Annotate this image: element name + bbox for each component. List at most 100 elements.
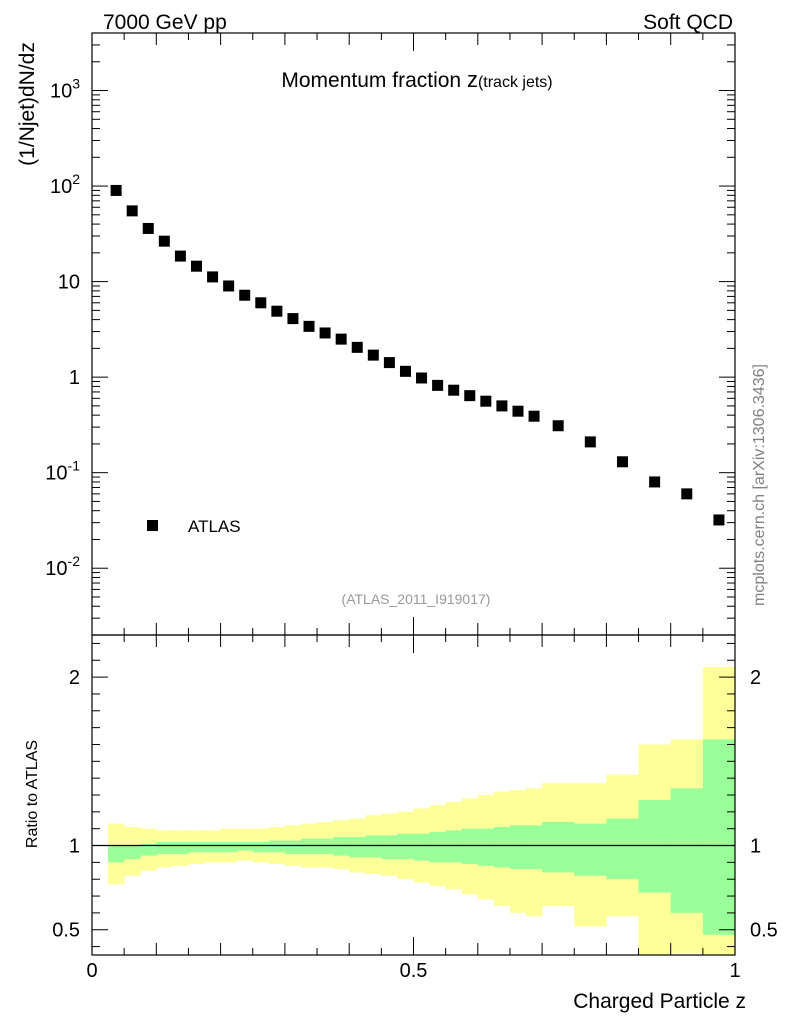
main-y-tick-label: 1 [69, 367, 80, 389]
data-point [142, 222, 154, 234]
stat-uncertainty-band [445, 830, 463, 863]
data-point [416, 372, 428, 384]
plot-title-text: Momentum fraction [281, 69, 461, 92]
data-point [207, 271, 219, 283]
data-point [399, 365, 411, 377]
stat-uncertainty-band [349, 837, 366, 858]
data-point [126, 205, 138, 217]
data-point [616, 456, 628, 468]
data-point [713, 514, 725, 526]
data-point [367, 349, 379, 361]
x-tick-label: 0.5 [400, 960, 428, 982]
ratio-bands [92, 667, 736, 955]
stat-uncertainty-band [638, 800, 672, 893]
stat-uncertainty-band [526, 825, 543, 870]
main-plot-frame [91, 32, 736, 636]
plot-title-sub: (track jets) [478, 74, 553, 91]
stat-uncertainty-band [300, 838, 318, 854]
stat-uncertainty-band [172, 842, 189, 854]
stat-uncertainty-band [284, 840, 302, 854]
data-points [110, 184, 725, 526]
data-point [448, 384, 460, 396]
ratio-plot-frame [91, 634, 736, 956]
main-y-tick-label: 10 [58, 272, 80, 294]
main-axis-ticks: 10-2 10-1 1 10 102 103 [45, 32, 736, 636]
main-y-tick-label: 10-2 [45, 553, 80, 580]
data-point [496, 400, 508, 412]
stat-uncertainty-band [108, 845, 125, 863]
ratio-axis-ticks: 0.5 0.5 1 1 2 2 0 0.5 1 [52, 635, 778, 982]
data-point [271, 305, 283, 317]
data-point [649, 476, 661, 488]
ratio-y-tick-label-right: 1 [750, 836, 761, 858]
stat-uncertainty-band [429, 832, 447, 863]
data-point [464, 390, 476, 402]
stat-uncertainty-band [124, 845, 141, 859]
stat-uncertainty-band [606, 818, 640, 880]
stat-uncertainty-band [477, 828, 495, 866]
data-point [303, 320, 315, 332]
data-point [110, 184, 122, 196]
main-y-tick-label: 10-1 [45, 458, 80, 485]
stat-uncertainty-band [140, 843, 157, 856]
ratio-y-tick-label-right: 0.5 [750, 920, 778, 942]
ratio-y-axis-label: Ratio to ATLAS [24, 740, 41, 848]
stat-uncertainty-band [461, 828, 479, 865]
analysis-id: (ATLAS_2011_I919017) [342, 591, 491, 607]
legend-label: ATLAS [188, 517, 241, 536]
ratio-y-tick-label: 1 [69, 836, 80, 858]
data-point [239, 289, 251, 301]
x-tick-label: 0 [86, 960, 97, 982]
data-point [584, 436, 596, 448]
x-axis-label: Charged Particle z [573, 990, 746, 1013]
data-point [512, 405, 524, 417]
data-point [158, 235, 170, 247]
data-point [432, 379, 444, 391]
data-point [223, 280, 235, 292]
process-label: Soft QCD [643, 11, 733, 34]
stat-uncertainty-band [397, 833, 414, 859]
stat-uncertainty-band [333, 837, 350, 856]
main-y-axis-label: (1/Njet)dN/dz [16, 42, 39, 166]
stat-uncertainty-band [381, 835, 398, 859]
data-point [383, 357, 395, 369]
stat-uncertainty-band [413, 833, 431, 861]
stat-uncertainty-band [204, 842, 222, 853]
plot-title-symbol: z [467, 67, 478, 92]
main-y-tick-label: 103 [50, 76, 80, 103]
data-point [681, 488, 693, 500]
data-point [174, 250, 186, 262]
data-point [335, 333, 347, 345]
legend-marker [147, 520, 158, 531]
stat-uncertainty-band [188, 842, 206, 853]
stat-uncertainty-band [236, 842, 254, 851]
ratio-y-tick-label-right: 2 [750, 667, 761, 689]
stat-uncertainty-band [509, 825, 527, 870]
data-point [190, 260, 202, 272]
plot-title: Momentum fraction z(track jets) [281, 67, 552, 92]
data-point [528, 410, 540, 422]
main-plot-panel: 10-2 10-1 1 10 102 103 Momentum fraction z(tr… [16, 32, 736, 636]
data-point [552, 420, 564, 432]
stat-uncertainty-band [220, 842, 238, 853]
stat-uncertainty-band [268, 840, 286, 853]
data-point [480, 395, 492, 407]
data-point [255, 297, 267, 309]
stat-uncertainty-band [702, 739, 736, 935]
x-tick-label: 1 [729, 960, 740, 982]
ratio-y-tick-label: 2 [69, 667, 80, 689]
source-watermark: mcplots.cern.ch [arXiv:1306.3436] [751, 364, 768, 606]
data-point [287, 313, 299, 325]
main-y-tick-label: 102 [50, 171, 80, 198]
ratio-plot-panel: 0.5 0.5 1 1 2 2 0 0.5 1 Ratio to ATLAS Charged P… [24, 634, 778, 1013]
stat-uncertainty-band [365, 835, 382, 858]
stat-uncertainty-band [574, 823, 607, 876]
stat-uncertainty-band [670, 788, 704, 913]
stat-uncertainty-band [156, 842, 173, 854]
ratio-y-tick-label: 0.5 [52, 920, 80, 942]
energy-label: 7000 GeV pp [103, 11, 227, 34]
data-point [319, 327, 331, 339]
data-point [351, 341, 363, 353]
stat-uncertainty-band [317, 838, 334, 854]
